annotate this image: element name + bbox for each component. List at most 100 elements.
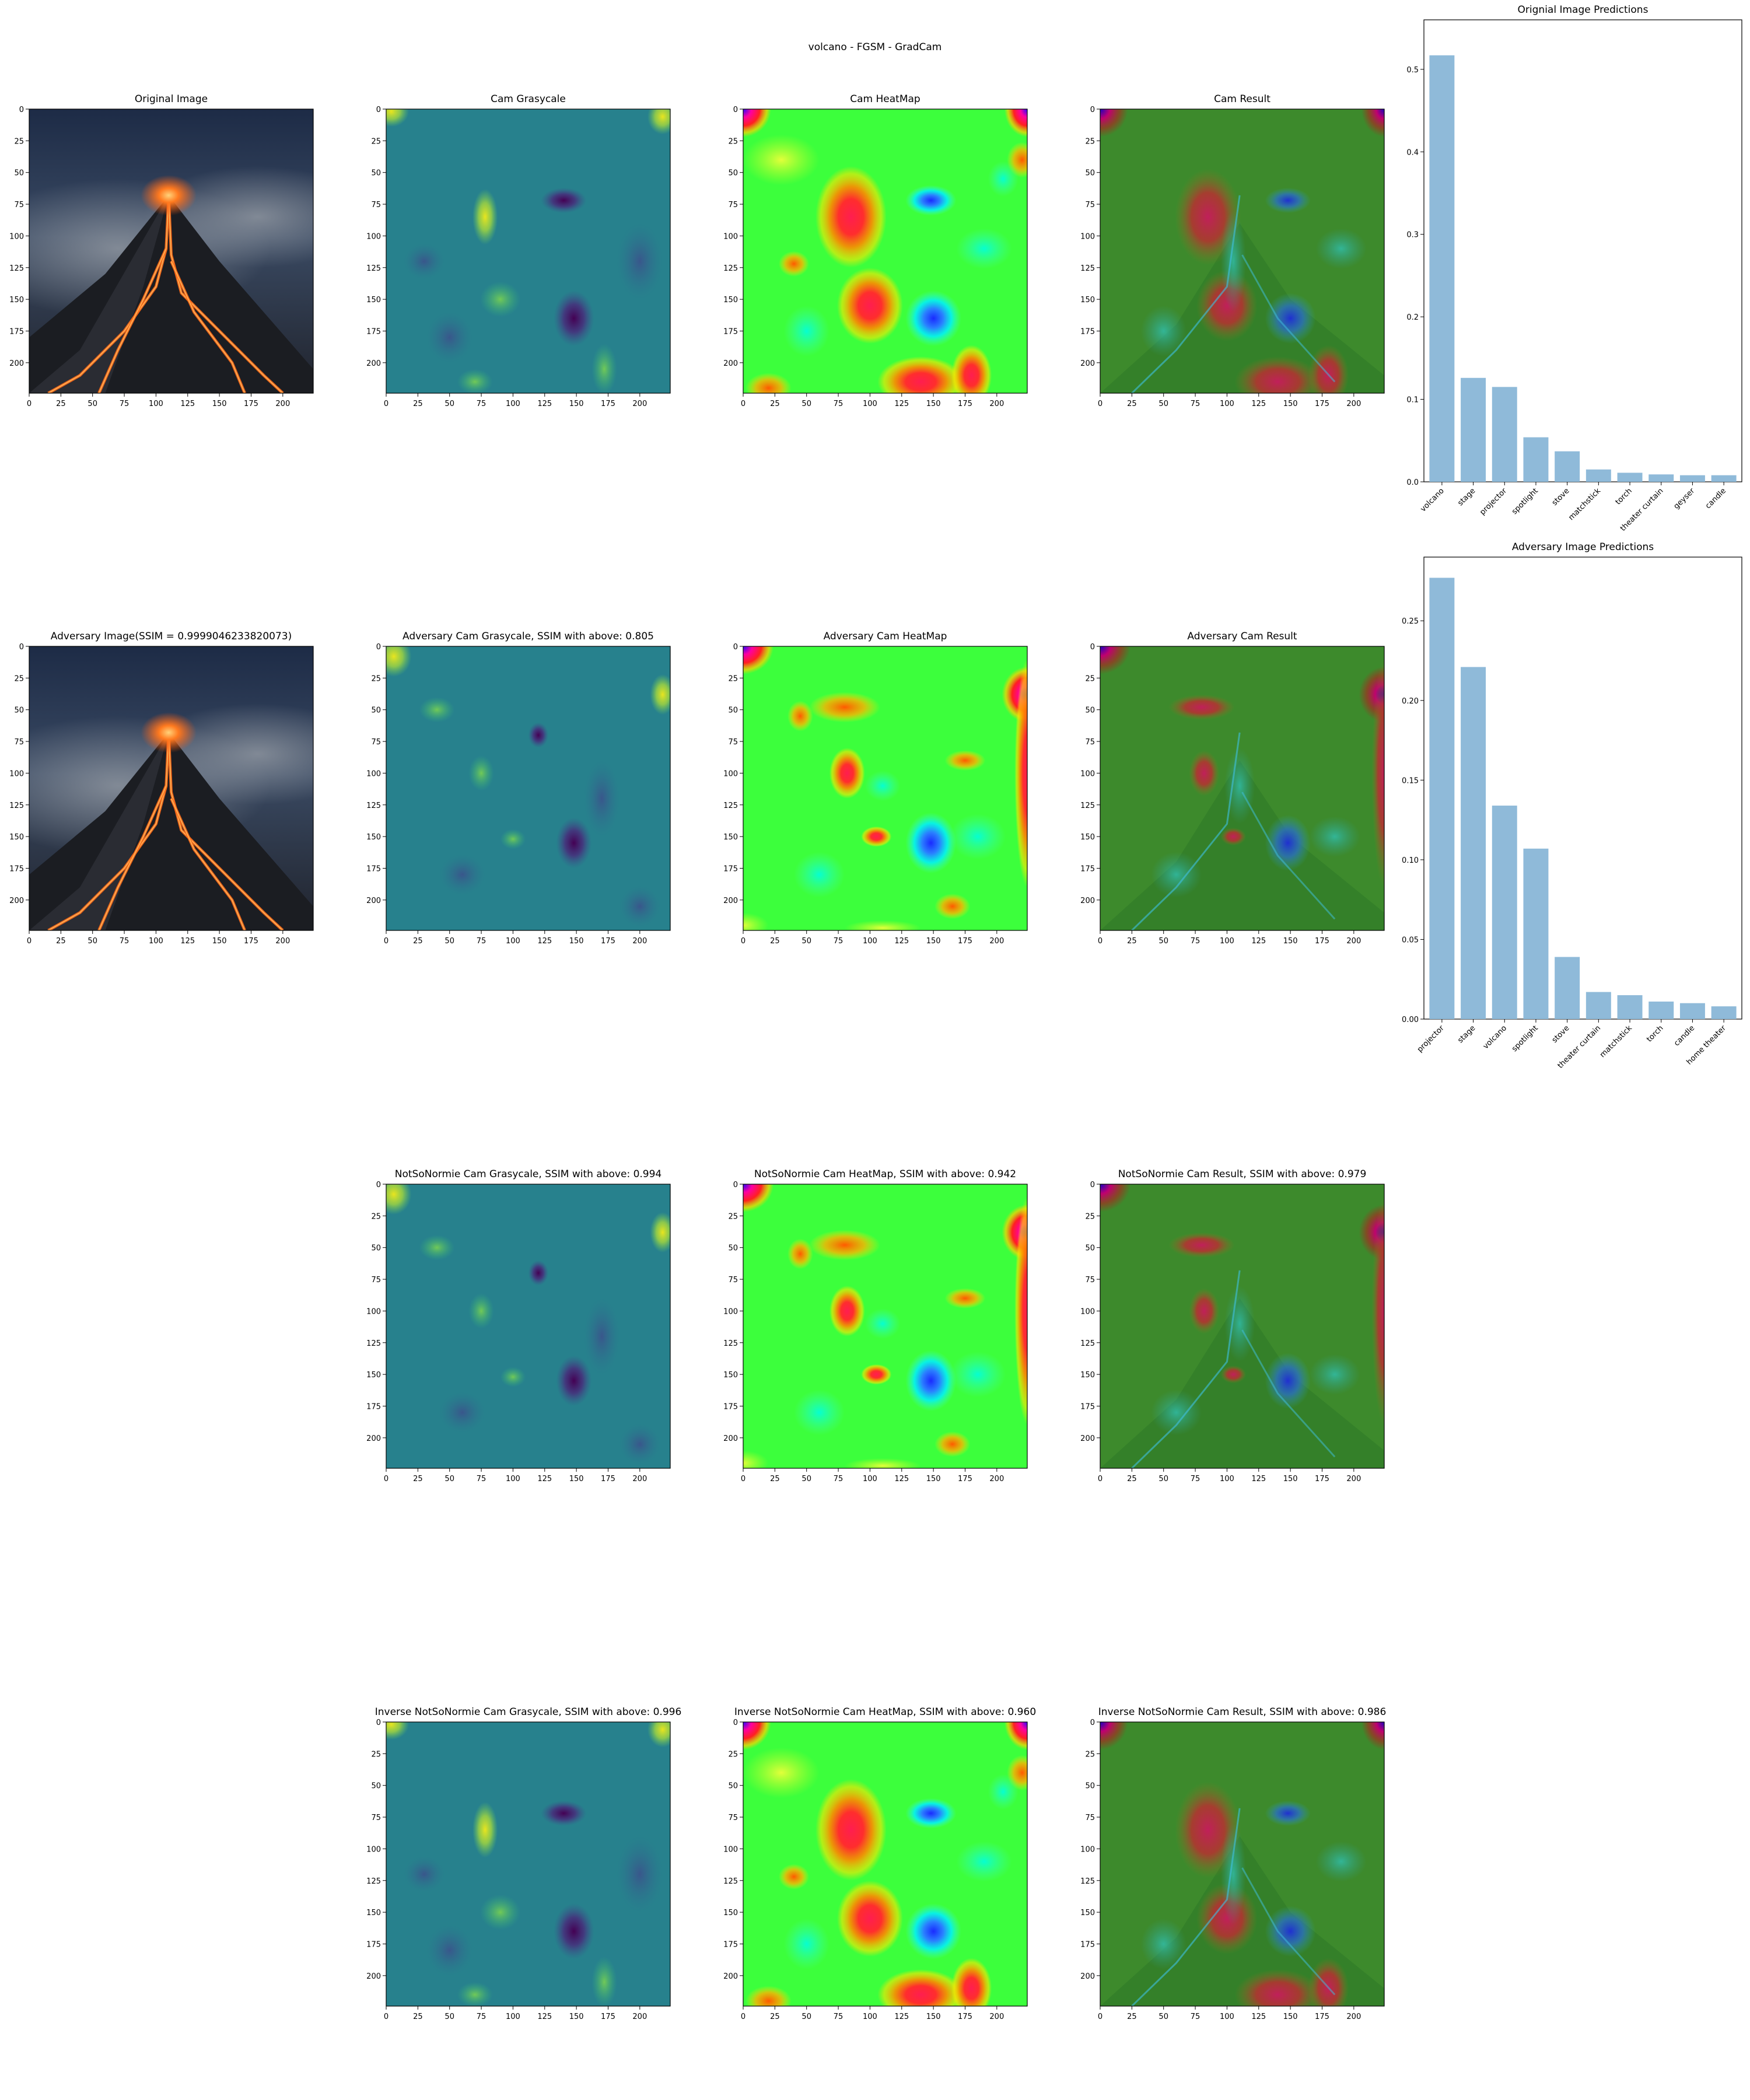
bar <box>1679 475 1705 482</box>
result-blob <box>1234 1969 1321 2006</box>
x-tick-label: 200 <box>632 400 647 408</box>
x-tick-label: 25 <box>413 2013 423 2021</box>
bar <box>1617 473 1643 482</box>
y-tick-label: 175 <box>9 327 24 336</box>
y-tick-label: 150 <box>723 1909 738 1917</box>
x-tick-label: 25 <box>56 400 66 408</box>
x-tick-label: 125 <box>894 2013 909 2021</box>
result-blob <box>1265 815 1311 871</box>
y-tick-label: 50 <box>371 1782 381 1791</box>
y-tick-label: 100 <box>366 1845 381 1854</box>
x-tick-label: 50 <box>444 937 454 946</box>
x-tick-label: 200 <box>1346 937 1361 946</box>
x-tick-label: 200 <box>632 2013 647 2021</box>
y-tick-label: 125 <box>366 264 381 273</box>
x-tick-label: 200 <box>989 400 1004 408</box>
x-tick-label: 200 <box>989 1475 1004 1483</box>
y-tick-label: 100 <box>723 232 738 241</box>
y-tick-label: 175 <box>1080 1402 1095 1411</box>
heat-blob <box>1014 659 1027 888</box>
x-tick-label: 0 <box>741 1475 746 1483</box>
y-tick-label: 75 <box>1085 738 1095 747</box>
orig-image-title: Original Image <box>135 93 208 105</box>
y-tick-label: 150 <box>1080 833 1095 842</box>
orig-image-panel: Original Image 0 25 50 75 100 125 150 175 200 0 25 5… <box>9 93 314 408</box>
x-tick-label: 200 <box>1346 2013 1361 2021</box>
result-blob <box>1224 1285 1255 1362</box>
x-tick-label: 100 <box>863 1475 877 1483</box>
x-tick-label: 75 <box>1191 1475 1200 1483</box>
cam-blob <box>584 1298 620 1375</box>
y-tick-label: 125 <box>9 802 24 810</box>
x-tick-label: 75 <box>834 937 844 946</box>
y-tick-label: 0 <box>1090 1181 1095 1189</box>
heat-blob <box>793 1390 845 1436</box>
nsn-cam-result-title: NotSoNormie Cam Result, SSIM with above:… <box>1118 1168 1367 1180</box>
heat-blob <box>935 1431 971 1457</box>
y-tick-label: 100 <box>9 232 24 241</box>
y-tick-label: 50 <box>371 706 381 715</box>
cam-gray-panel: Cam Grasycale 0 25 50 75 100 125 150 175 200 0 25 50… <box>366 93 671 408</box>
axes-frame <box>386 646 671 931</box>
y-tick-label: 0 <box>376 1181 381 1189</box>
axes-frame <box>1100 646 1385 931</box>
category-label: geyser <box>1672 487 1696 511</box>
y-tick-label: 175 <box>1080 864 1095 873</box>
lava-flow-core <box>168 732 284 930</box>
cam-blob <box>472 1801 498 1858</box>
y-tick-label: 75 <box>1085 1276 1095 1284</box>
axes-frame <box>1100 1721 1385 2007</box>
x-tick-label: 100 <box>863 400 877 408</box>
cam-blob <box>439 854 485 895</box>
y-tick-label: 0 <box>1090 643 1095 652</box>
y-tick-label: 125 <box>366 1877 381 1886</box>
y-tick-label: 0.10 <box>1402 856 1419 865</box>
y-tick-label: 75 <box>371 1814 381 1822</box>
y-tick-label: 100 <box>1080 232 1095 241</box>
inv-cam-gray-title: Inverse NotSoNormie Cam Grasycale, SSIM … <box>375 1706 682 1718</box>
category-label: stage <box>1456 487 1477 508</box>
heat-blob <box>988 161 1019 197</box>
y-tick-label: 0.00 <box>1402 1016 1419 1024</box>
bar <box>1523 848 1549 1019</box>
result-blob <box>1220 1823 1247 1925</box>
x-tick-label: 75 <box>834 2013 844 2021</box>
y-tick-label: 0 <box>733 106 738 114</box>
inv-cam-result-panel: Inverse NotSoNormie Cam Result, SSIM wit… <box>1080 1706 1386 2021</box>
cam-result-panel: Cam Result 0 25 50 75 100 125 150 175 200 0 25 50 75 1… <box>1080 93 1385 408</box>
heat-blob <box>778 251 810 276</box>
x-tick-label: 50 <box>802 2013 811 2021</box>
lava-flow-core <box>168 195 284 393</box>
heat-blob <box>944 1288 986 1309</box>
y-tick-label: 25 <box>728 1750 738 1759</box>
heat-blob <box>988 1774 1019 1810</box>
y-tick-label: 0.20 <box>1402 697 1419 706</box>
x-tick-label: 150 <box>569 1475 584 1483</box>
cam-blob <box>650 674 670 715</box>
x-tick-label: 100 <box>863 2013 877 2021</box>
heat-blob <box>788 1238 813 1269</box>
y-tick-label: 125 <box>1080 802 1095 810</box>
inv-cam-gray-panel: Inverse NotSoNormie Cam Grasycale, SSIM … <box>366 1706 681 2021</box>
heat-blob <box>743 1747 820 1798</box>
x-tick-label: 150 <box>212 400 227 408</box>
heat-blob <box>778 1864 810 1889</box>
result-blob <box>1371 659 1384 888</box>
cam-blob <box>556 817 592 869</box>
cam-blob <box>647 109 670 135</box>
cam-blob <box>541 187 587 214</box>
lava-trace <box>1241 1329 1336 1458</box>
x-tick-label: 0 <box>384 2013 388 2021</box>
adv-cam-heat-panel: Adversary Cam HeatMap 0 25 50 75 100 125 150 175… <box>723 631 1028 946</box>
y-tick-label: 25 <box>371 674 381 683</box>
result-blob <box>1220 827 1247 846</box>
heat-blob <box>1004 1722 1027 1750</box>
heat-blob <box>829 747 865 799</box>
x-tick-label: 125 <box>1251 2013 1266 2021</box>
x-tick-label: 200 <box>632 937 647 946</box>
x-tick-label: 125 <box>1251 1475 1266 1483</box>
lava-flow-core <box>98 248 167 393</box>
cam-heat-panel: Cam HeatMap 0 25 50 75 100 125 150 175 200 0 25 50 75… <box>723 93 1028 408</box>
cam-blob <box>426 312 473 363</box>
y-tick-label: 50 <box>728 1244 738 1253</box>
